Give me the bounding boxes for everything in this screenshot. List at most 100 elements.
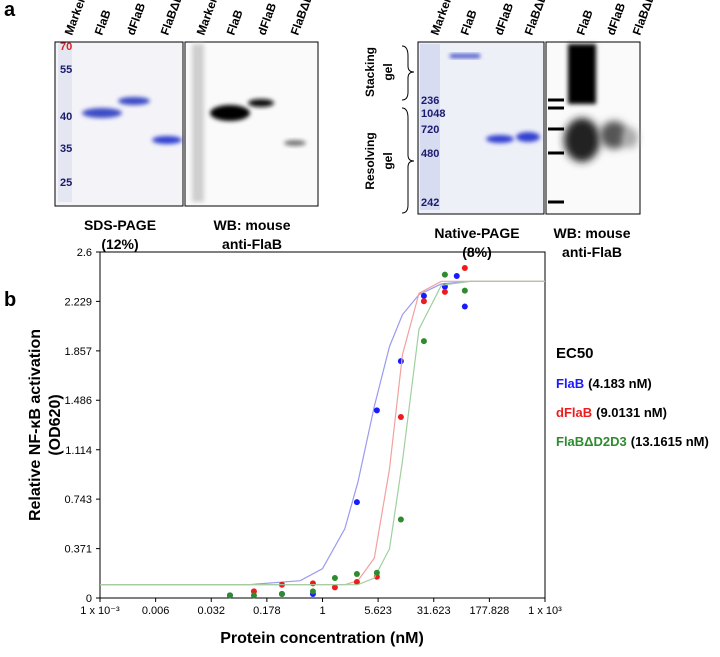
fit-curve xyxy=(100,280,545,586)
legend-name: FlaB xyxy=(556,376,584,391)
marker-ticks xyxy=(548,98,564,204)
x-tick-label: 31.623 xyxy=(417,605,451,617)
region-label: Resolving xyxy=(363,132,377,189)
caption: WB: mouse xyxy=(554,225,631,241)
caption: (12%) xyxy=(101,236,138,252)
data-point xyxy=(397,516,404,523)
brace xyxy=(401,45,415,101)
data-point xyxy=(441,288,448,295)
y-tick-label: 0 xyxy=(86,593,92,605)
lane-label: dFlaB xyxy=(255,1,280,37)
smear xyxy=(600,121,628,149)
data-point xyxy=(420,298,427,305)
data-point xyxy=(226,592,233,599)
legend-ec50: (9.0131 nM) xyxy=(596,405,667,420)
band xyxy=(284,140,306,146)
x-tick-label: 0.006 xyxy=(142,605,170,617)
data-point xyxy=(397,358,404,365)
data-point xyxy=(461,264,468,271)
data-point xyxy=(420,338,427,345)
y-tick-label: 1.114 xyxy=(65,445,92,457)
data-point xyxy=(397,414,404,421)
x-tick-label: 1 x 10³ xyxy=(528,605,562,617)
data-point xyxy=(353,499,360,506)
marker-lane xyxy=(58,44,72,202)
data-point xyxy=(373,569,380,576)
marker-size: 480 xyxy=(421,148,439,160)
x-tick-label: 1 xyxy=(319,605,325,617)
smear xyxy=(564,118,600,162)
band xyxy=(118,97,150,105)
y-tick-label: 2.229 xyxy=(64,296,92,308)
y-tick-label: 2.6 xyxy=(77,247,92,259)
lane-label: FlaB xyxy=(458,7,480,37)
marker-size: 720 xyxy=(421,124,439,136)
x-axis-label: Protein concentration (nM) xyxy=(220,630,424,647)
legend-ec50: (4.183 nM) xyxy=(588,376,652,391)
legend-name: FlaBΔD2D3 xyxy=(556,434,627,449)
region-label: gel xyxy=(381,63,395,80)
panel-label: b xyxy=(4,289,16,311)
data-point xyxy=(250,592,257,599)
band xyxy=(486,135,514,143)
data-point xyxy=(373,407,380,414)
data-point xyxy=(453,272,460,279)
plot-frame xyxy=(99,251,546,599)
smear xyxy=(622,128,638,148)
lane-label: dFlaB xyxy=(124,1,149,37)
caption: anti-FlaB xyxy=(562,244,622,260)
marker-size: 242 xyxy=(421,197,439,209)
marker-size: 25 xyxy=(60,177,72,189)
caption: Native-PAGE xyxy=(434,225,519,241)
y-tick-label: 0.371 xyxy=(64,544,92,556)
data-point xyxy=(353,579,360,586)
lane-label: FlaBΔD2D3 xyxy=(288,0,324,37)
band xyxy=(516,132,540,142)
region-label: Stacking xyxy=(363,47,377,97)
x-tick-label: 0.178 xyxy=(253,605,281,617)
data-point xyxy=(278,591,285,598)
y-tick-label: 1.486 xyxy=(64,395,92,407)
band xyxy=(82,108,122,118)
panel-label: a xyxy=(4,0,16,21)
band xyxy=(152,136,182,144)
data-point xyxy=(331,584,338,591)
legend-ec50: (13.1615 nM) xyxy=(631,434,709,449)
caption: WB: mouse xyxy=(214,217,291,233)
band xyxy=(248,99,274,107)
x-tick-label: 1 x 10⁻³ xyxy=(80,605,120,617)
lane-label: Marker xyxy=(194,0,221,37)
caption: SDS-PAGE xyxy=(84,217,156,233)
band xyxy=(568,44,596,104)
x-tick-label: 5.623 xyxy=(364,605,392,617)
lane-label: dFlaB xyxy=(492,1,517,37)
lane-label: Marker xyxy=(62,0,89,37)
y-axis-label: (OD620) xyxy=(47,394,64,455)
brace xyxy=(401,107,415,214)
marker-size: 1048 xyxy=(421,108,445,120)
marker-size: 236 xyxy=(421,95,439,107)
blot xyxy=(184,41,319,207)
lane-label: Marker xyxy=(428,0,455,37)
data-point xyxy=(309,588,316,595)
lane-label: dFlaB xyxy=(604,1,629,37)
legend-title: EC50 xyxy=(556,345,594,362)
x-tick-label: 177.828 xyxy=(469,605,509,617)
data-point xyxy=(309,580,316,587)
y-tick-label: 1.857 xyxy=(64,346,92,358)
lane-label: FlaBΔD2D3 xyxy=(630,0,666,37)
data-point xyxy=(461,287,468,294)
lane-label: FlaBΔD2D3 xyxy=(522,0,558,37)
marker-size: 70 xyxy=(60,41,72,53)
data-point xyxy=(441,271,448,278)
fit-curve xyxy=(100,280,545,586)
data-point xyxy=(420,292,427,299)
caption: anti-FlaB xyxy=(222,236,282,252)
marker-size: 35 xyxy=(60,143,72,155)
marker-lane xyxy=(420,44,440,210)
band xyxy=(210,105,250,121)
y-axis-label: Relative NF-κB activation xyxy=(27,329,44,521)
marker-lane xyxy=(192,44,204,202)
data-point xyxy=(461,303,468,310)
lane-label: FlaB xyxy=(224,7,246,37)
